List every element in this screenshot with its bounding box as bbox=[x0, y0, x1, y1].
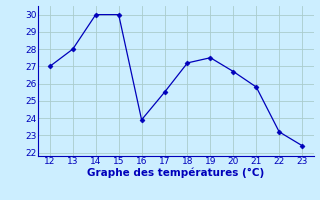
X-axis label: Graphe des températures (°C): Graphe des températures (°C) bbox=[87, 168, 265, 178]
